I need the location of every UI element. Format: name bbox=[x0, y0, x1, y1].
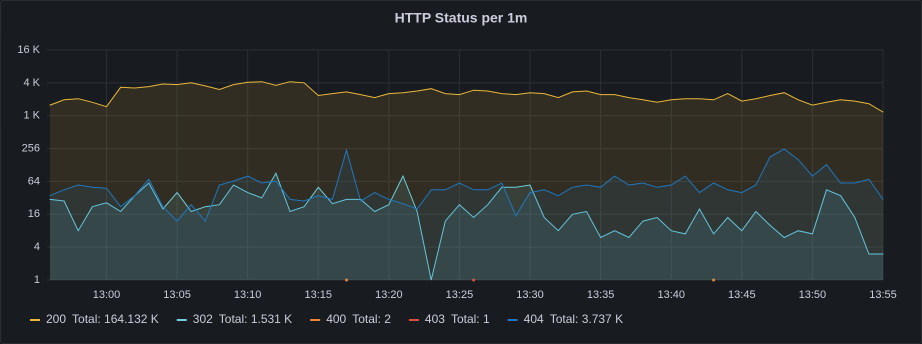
series-area bbox=[50, 173, 883, 280]
x-tick-label: 13:55 bbox=[869, 289, 897, 301]
y-tick-label: 16 K bbox=[17, 44, 40, 56]
legend-name: 400 bbox=[326, 312, 346, 326]
legend-name: 403 bbox=[425, 312, 445, 326]
y-tick-label: 4 bbox=[34, 241, 40, 253]
series-area bbox=[50, 81, 883, 280]
y-tick-label: 1 bbox=[34, 274, 40, 286]
legend-name: 302 bbox=[193, 312, 213, 326]
legend-total: Total: 164.132 K bbox=[72, 312, 159, 326]
x-tick-label: 13:30 bbox=[516, 289, 544, 301]
legend-total: Total: 1 bbox=[451, 312, 490, 326]
y-tick-label: 16 bbox=[28, 208, 40, 220]
series-line bbox=[49, 172, 884, 281]
series-line bbox=[49, 148, 884, 223]
y-tick-label: 4 K bbox=[23, 77, 40, 89]
legend-name: 200 bbox=[46, 312, 66, 326]
chart-title: HTTP Status per 1m bbox=[395, 10, 528, 26]
x-tick-label: 13:25 bbox=[446, 289, 474, 301]
x-tick-label: 13:05 bbox=[163, 289, 191, 301]
x-tick-label: 13:35 bbox=[587, 289, 615, 301]
y-tick-label: 256 bbox=[22, 142, 40, 154]
y-tick-label: 64 bbox=[28, 175, 40, 187]
x-tick-label: 13:15 bbox=[304, 289, 332, 301]
legend-total: Total: 1.531 K bbox=[219, 312, 292, 326]
x-tick-label: 13:10 bbox=[234, 289, 262, 301]
x-tick-label: 13:20 bbox=[375, 289, 403, 301]
series-line bbox=[49, 81, 884, 113]
x-tick-label: 13:40 bbox=[657, 289, 685, 301]
x-tick-label: 13:45 bbox=[728, 289, 756, 301]
series-area bbox=[50, 149, 883, 280]
x-tick-label: 13:50 bbox=[799, 289, 827, 301]
legend-total: Total: 2 bbox=[352, 312, 391, 326]
legend-name: 404 bbox=[524, 312, 544, 326]
legend-total: Total: 3.737 K bbox=[550, 312, 623, 326]
y-tick-label: 1 K bbox=[23, 110, 40, 122]
x-tick-label: 13:00 bbox=[93, 289, 121, 301]
